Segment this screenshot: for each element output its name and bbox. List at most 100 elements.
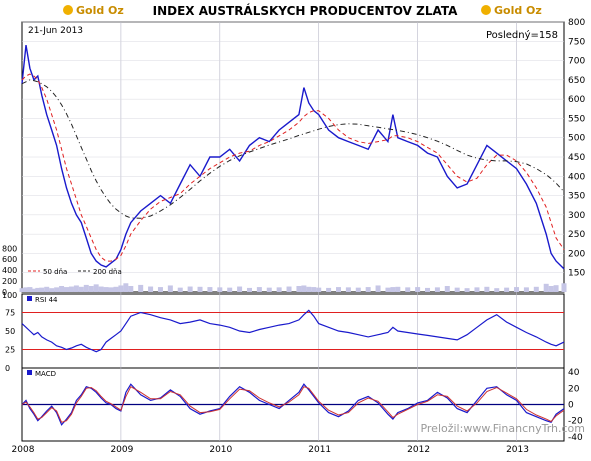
volume-bar <box>345 287 351 292</box>
macd-right-tick: -40 <box>568 433 583 443</box>
volume-bar <box>266 287 272 292</box>
legend-label-200: 200 dňa <box>93 268 122 276</box>
rsi-label-swatch <box>27 296 32 301</box>
price-series-line <box>21 79 565 219</box>
volume-bar <box>301 285 307 292</box>
rsi-tick: 25 <box>5 346 15 355</box>
volume-bar <box>35 287 41 292</box>
volume-bar <box>167 285 173 292</box>
rsi-label-text: RSI 44 <box>35 296 58 304</box>
volume-bar <box>335 287 341 292</box>
x-tick-label: 2011 <box>308 445 331 455</box>
volume-bar <box>187 286 193 292</box>
rsi-label: RSI 44 <box>27 296 58 304</box>
volume-tick: 200 <box>2 277 17 286</box>
volume-bar <box>78 286 84 292</box>
volume-bar <box>286 286 292 292</box>
price-right-tick: 350 <box>568 192 585 202</box>
macd-right-tick: -20 <box>568 417 583 427</box>
x-tick-label: 2010 <box>209 445 232 455</box>
volume-bar <box>464 288 470 292</box>
volume-tick: 800 <box>2 244 17 253</box>
volume-bar <box>118 285 124 292</box>
volume-bar <box>316 287 322 292</box>
volume-bar <box>474 287 480 292</box>
volume-bar <box>405 287 411 292</box>
volume-bar <box>88 285 94 292</box>
volume-bar <box>561 283 567 292</box>
chart-title: INDEX AUSTRÁLSKYCH PRODUCENTOV ZLATA <box>153 3 458 18</box>
volume-bar <box>276 287 282 292</box>
volume-bar <box>207 287 213 292</box>
volume-bar <box>44 286 50 292</box>
volume-bar <box>514 287 520 292</box>
price-series-line <box>21 44 565 270</box>
macd-right-tick: 40 <box>568 368 580 378</box>
volume-bar <box>54 287 60 292</box>
volume-bar <box>227 287 233 292</box>
volume-bar <box>306 286 312 292</box>
logo-right-text: Gold Oz <box>494 4 542 17</box>
volume-bar <box>128 285 134 292</box>
volume-bar <box>425 287 431 292</box>
volume-bar <box>246 287 252 292</box>
volume-bar <box>415 287 421 292</box>
axis-layer: 2008 2009 2010 2011 2012 20131502002503003504… <box>2 18 585 455</box>
volume-bar <box>103 287 109 292</box>
volume-bar <box>27 287 33 292</box>
volume-bar <box>296 285 302 292</box>
volume-bar <box>93 284 99 292</box>
legend-label-50: 50 dňa <box>43 268 67 276</box>
volume-bar <box>177 287 183 292</box>
volume-bar <box>19 288 25 292</box>
logo-left: Gold Oz <box>63 4 124 17</box>
logo-right: Gold Oz <box>481 4 542 17</box>
volume-tick: 600 <box>2 255 17 264</box>
volume-bar <box>113 286 119 292</box>
rsi-tick: 0 <box>5 364 10 373</box>
macd-series-line <box>21 383 565 426</box>
volume-bar <box>484 286 490 292</box>
volume-bar <box>504 287 510 292</box>
volume-bar <box>395 286 401 292</box>
price-right-tick: 450 <box>568 153 585 163</box>
price-right-tick: 200 <box>568 249 585 259</box>
title-bar: Gold Oz INDEX AUSTRÁLSKYCH PRODUCENTOV Z… <box>63 3 542 18</box>
price-right-tick: 300 <box>568 211 585 221</box>
volume-bar <box>68 286 74 292</box>
volume-bar <box>543 283 549 292</box>
x-tick-label: 2009 <box>110 445 133 455</box>
volume-bar <box>523 287 529 292</box>
price-series-line <box>21 73 565 262</box>
volume-bar <box>311 287 317 292</box>
volume-bar <box>64 287 70 292</box>
rsi-tick: 75 <box>5 309 15 318</box>
macd-series-line <box>21 386 565 423</box>
volume-bar <box>385 287 391 292</box>
volume-tick: 0 <box>2 288 7 297</box>
panel-frames <box>21 21 565 442</box>
volume-bar <box>326 287 332 292</box>
volume-bar <box>59 285 65 292</box>
volume-bar <box>365 287 371 292</box>
macd-right-tick: 0 <box>568 401 574 411</box>
legend: 50 dňa 200 dňa <box>28 268 122 276</box>
volume-bar <box>197 286 203 292</box>
volume-bar <box>237 286 243 292</box>
volume-bar <box>553 285 559 292</box>
macd-label-swatch <box>27 370 32 375</box>
rsi-panel-frame <box>21 293 565 369</box>
volume-bar <box>31 288 37 292</box>
x-tick-label: 2013 <box>506 445 529 455</box>
x-tick-label: 2012 <box>407 445 430 455</box>
volume-bar <box>123 283 129 292</box>
volume-bar <box>217 287 223 292</box>
volume-bar <box>375 285 381 292</box>
x-tick-label: 2008 <box>12 445 35 455</box>
price-right-tick: 650 <box>568 76 585 86</box>
price-right-tick: 400 <box>568 172 585 182</box>
volume-bar <box>108 287 114 292</box>
volume-layer <box>19 283 567 292</box>
